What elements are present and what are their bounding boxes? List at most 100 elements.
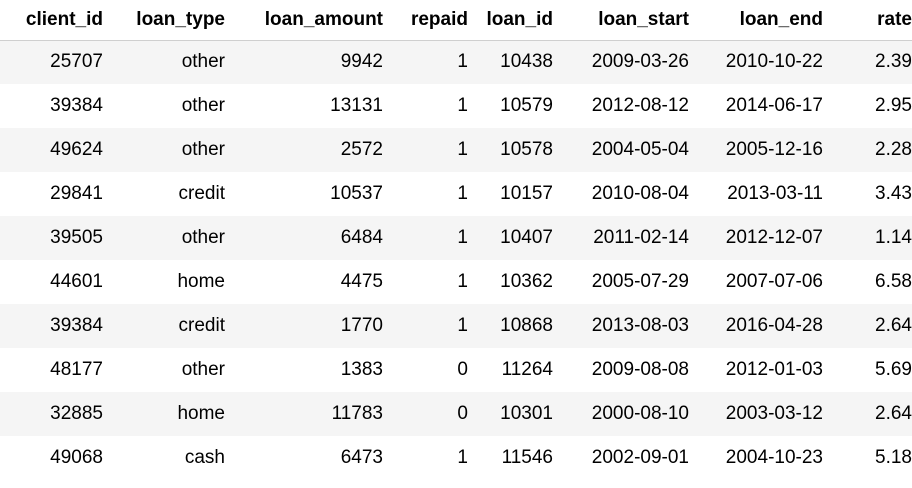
cell-loan-start: 2009-08-08 <box>591 359 689 380</box>
cell-loan-end: 2010-10-22 <box>725 51 823 73</box>
table-body: 25707 other 9942 1 10438 2009-03-26 2010-10-22… <box>0 40 912 480</box>
cell-client-id: 25707 <box>50 51 103 73</box>
cell-loan-amount: 10537 <box>330 183 383 204</box>
cell-rate: 2.28 <box>875 139 912 160</box>
cell-loan-amount: 13131 <box>330 95 383 116</box>
cell-client-id: 39384 <box>50 95 103 116</box>
cell-client-id: 32885 <box>50 403 103 424</box>
cell-loan-id: 11546 <box>501 447 553 468</box>
cell-loan-amount: 9942 <box>340 51 383 73</box>
table-row: 32885 home 11783 0 10301 2000-08-10 2003-03-12… <box>0 392 912 436</box>
cell-client-id: 29841 <box>50 183 103 204</box>
cell-loan-amount: 6484 <box>340 227 383 248</box>
cell-loan-start: 2005-07-29 <box>591 271 689 292</box>
cell-rate: 1.14 <box>875 227 912 248</box>
cell-loan-end: 2012-01-03 <box>725 359 823 380</box>
cell-loan-type: other <box>181 51 225 73</box>
table-row: 49068 cash 6473 1 11546 2002-09-01 2004-10-23 5… <box>0 436 912 480</box>
cell-repaid: 0 <box>457 359 468 380</box>
cell-loan-start: 2002-09-01 <box>591 447 689 468</box>
column-header-loan-start: loan_start <box>553 0 689 41</box>
cell-loan-type: home <box>177 403 225 424</box>
cell-loan-id: 10157 <box>500 183 553 204</box>
column-header-loan-id: loan_id <box>468 0 553 41</box>
table-header: client_id loan_type loan_amount repaid l… <box>0 0 912 41</box>
cell-loan-id: 10407 <box>500 227 553 248</box>
cell-loan-id: 10438 <box>500 51 553 73</box>
cell-rate: 2.95 <box>875 95 912 116</box>
cell-loan-end: 2012-12-07 <box>725 227 823 248</box>
cell-repaid: 1 <box>457 51 468 73</box>
cell-loan-id: 11264 <box>501 359 553 380</box>
cell-loan-type: credit <box>178 315 225 336</box>
cell-loan-start: 2010-08-04 <box>591 183 689 204</box>
cell-loan-start: 2011-02-14 <box>593 227 689 248</box>
cell-loan-id: 10578 <box>500 139 553 160</box>
cell-rate: 2.39 <box>875 51 912 73</box>
cell-repaid: 1 <box>457 447 468 468</box>
cell-repaid: 0 <box>457 403 468 424</box>
table-row: 49624 other 2572 1 10578 2004-05-04 2005-12-16… <box>0 128 912 172</box>
column-header-loan-end: loan_end <box>689 0 823 41</box>
cell-rate: 6.58 <box>875 271 912 292</box>
cell-repaid: 1 <box>457 183 468 204</box>
table-row: 25707 other 9942 1 10438 2009-03-26 2010-10-22… <box>0 40 912 84</box>
cell-repaid: 1 <box>457 95 468 116</box>
header-row: client_id loan_type loan_amount repaid l… <box>0 0 912 41</box>
cell-rate: 5.18 <box>875 447 912 468</box>
column-header-loan-type: loan_type <box>103 0 225 41</box>
cell-loan-id: 10868 <box>500 315 553 336</box>
table-row: 29841 credit 10537 1 10157 2010-08-04 2013-03-… <box>0 172 912 216</box>
cell-repaid: 1 <box>457 315 468 336</box>
cell-loan-type: home <box>177 271 225 292</box>
cell-loan-end: 2005-12-16 <box>725 139 823 160</box>
cell-loan-amount: 6473 <box>340 447 383 468</box>
cell-loan-id: 10362 <box>500 271 553 292</box>
cell-rate: 5.69 <box>875 359 912 380</box>
cell-loan-type: cash <box>184 447 225 468</box>
cell-loan-type: other <box>181 95 225 116</box>
column-header-client-id: client_id <box>0 0 103 41</box>
column-header-repaid: repaid <box>383 0 468 41</box>
cell-loan-end: 2016-04-28 <box>725 315 823 336</box>
cell-loan-amount: 4475 <box>340 271 383 292</box>
column-header-loan-amount: loan_amount <box>225 0 383 41</box>
table-row: 48177 other 1383 0 11264 2009-08-08 2012-01-03… <box>0 348 912 392</box>
cell-client-id: 49624 <box>50 139 103 160</box>
cell-rate: 3.43 <box>875 183 912 204</box>
cell-loan-id: 10301 <box>500 403 553 424</box>
cell-loan-end: 2014-06-17 <box>725 95 823 116</box>
cell-client-id: 49068 <box>50 447 103 468</box>
cell-loan-amount: 2572 <box>340 139 383 160</box>
cell-loan-start: 2013-08-03 <box>591 315 689 336</box>
cell-loan-start: 2000-08-10 <box>591 403 689 424</box>
cell-loan-type: other <box>181 359 225 380</box>
cell-loan-end: 2003-03-12 <box>725 403 823 424</box>
cell-loan-type: other <box>181 139 225 160</box>
cell-rate: 2.64 <box>875 315 912 336</box>
cell-loan-amount: 11783 <box>331 403 383 424</box>
table-row: 44601 home 4475 1 10362 2005-07-29 2007-07-06 6… <box>0 260 912 304</box>
column-header-rate: rate <box>823 0 912 41</box>
cell-loan-end: 2007-07-06 <box>725 271 823 292</box>
cell-repaid: 1 <box>457 227 468 248</box>
cell-client-id: 44601 <box>50 271 103 292</box>
cell-loan-type: credit <box>178 183 225 204</box>
cell-loan-end: 2013-03-11 <box>727 183 823 204</box>
cell-loan-type: other <box>181 227 225 248</box>
cell-repaid: 1 <box>457 271 468 292</box>
cell-loan-amount: 1383 <box>340 359 383 380</box>
cell-loan-end: 2004-10-23 <box>725 447 823 468</box>
cell-loan-amount: 1770 <box>340 315 383 336</box>
table-row: 39384 other 13131 1 10579 2012-08-12 2014-06-1… <box>0 84 912 128</box>
table-row: 39384 credit 1770 1 10868 2013-08-03 2016-04-2… <box>0 304 912 348</box>
cell-client-id: 39505 <box>50 227 103 248</box>
cell-rate: 2.64 <box>875 403 912 424</box>
cell-loan-start: 2004-05-04 <box>591 139 689 160</box>
cell-client-id: 48177 <box>50 359 103 380</box>
cell-loan-start: 2012-08-12 <box>591 95 689 116</box>
cell-repaid: 1 <box>457 139 468 160</box>
cell-loan-start: 2009-03-26 <box>591 51 689 73</box>
cell-client-id: 39384 <box>50 315 103 336</box>
